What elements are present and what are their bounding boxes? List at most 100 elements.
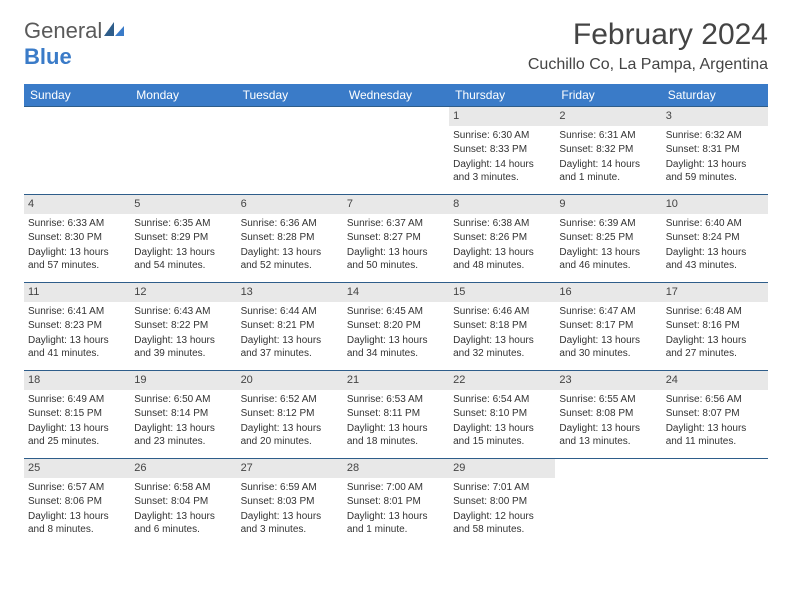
week-row: 25Sunrise: 6:57 AMSunset: 8:06 PMDayligh… <box>24 458 768 546</box>
daylight-line: Daylight: 13 hours and 18 minutes. <box>347 422 445 449</box>
day-header-cell: Sunday <box>24 84 130 106</box>
sunrise-line: Sunrise: 6:43 AM <box>134 305 232 319</box>
day-cell: 7Sunrise: 6:37 AMSunset: 8:27 PMDaylight… <box>343 195 449 282</box>
daylight-line: Daylight: 13 hours and 25 minutes. <box>28 422 126 449</box>
sunrise-line: Sunrise: 6:54 AM <box>453 393 551 407</box>
day-number: 6 <box>237 195 343 214</box>
day-header-cell: Friday <box>555 84 661 106</box>
daylight-line: Daylight: 13 hours and 30 minutes. <box>559 334 657 361</box>
sunrise-line: Sunrise: 7:01 AM <box>453 481 551 495</box>
sunset-line: Sunset: 8:00 PM <box>453 495 551 509</box>
day-number: 20 <box>237 371 343 390</box>
day-cell: . <box>24 107 130 194</box>
sunrise-line: Sunrise: 6:33 AM <box>28 217 126 231</box>
day-number: 22 <box>449 371 555 390</box>
day-cell: 22Sunrise: 6:54 AMSunset: 8:10 PMDayligh… <box>449 371 555 458</box>
sunset-line: Sunset: 8:27 PM <box>347 231 445 245</box>
daylight-line: Daylight: 13 hours and 1 minute. <box>347 510 445 537</box>
day-cell: 2Sunrise: 6:31 AMSunset: 8:32 PMDaylight… <box>555 107 661 194</box>
daylight-line: Daylight: 13 hours and 20 minutes. <box>241 422 339 449</box>
week-row: ....1Sunrise: 6:30 AMSunset: 8:33 PMDayl… <box>24 106 768 194</box>
sunset-line: Sunset: 8:16 PM <box>666 319 764 333</box>
day-number: 25 <box>24 459 130 478</box>
sunset-line: Sunset: 8:25 PM <box>559 231 657 245</box>
week-row: 18Sunrise: 6:49 AMSunset: 8:15 PMDayligh… <box>24 370 768 458</box>
day-number: 9 <box>555 195 661 214</box>
day-cell: 21Sunrise: 6:53 AMSunset: 8:11 PMDayligh… <box>343 371 449 458</box>
sunset-line: Sunset: 8:10 PM <box>453 407 551 421</box>
day-cell: 9Sunrise: 6:39 AMSunset: 8:25 PMDaylight… <box>555 195 661 282</box>
day-header-cell: Monday <box>130 84 236 106</box>
daylight-line: Daylight: 13 hours and 46 minutes. <box>559 246 657 273</box>
sunset-line: Sunset: 8:26 PM <box>453 231 551 245</box>
day-number: 8 <box>449 195 555 214</box>
day-cell: . <box>343 107 449 194</box>
daylight-line: Daylight: 13 hours and 43 minutes. <box>666 246 764 273</box>
header: GeneralBlue February 2024 Cuchillo Co, L… <box>24 18 768 74</box>
day-number: 17 <box>662 283 768 302</box>
sunset-line: Sunset: 8:31 PM <box>666 143 764 157</box>
day-cell: 26Sunrise: 6:58 AMSunset: 8:04 PMDayligh… <box>130 459 236 546</box>
sunrise-line: Sunrise: 7:00 AM <box>347 481 445 495</box>
sunset-line: Sunset: 8:14 PM <box>134 407 232 421</box>
day-cell: 12Sunrise: 6:43 AMSunset: 8:22 PMDayligh… <box>130 283 236 370</box>
daylight-line: Daylight: 13 hours and 34 minutes. <box>347 334 445 361</box>
sunset-line: Sunset: 8:29 PM <box>134 231 232 245</box>
daylight-line: Daylight: 12 hours and 58 minutes. <box>453 510 551 537</box>
day-cell: . <box>662 459 768 546</box>
sunrise-line: Sunrise: 6:40 AM <box>666 217 764 231</box>
sunrise-line: Sunrise: 6:38 AM <box>453 217 551 231</box>
daylight-line: Daylight: 13 hours and 11 minutes. <box>666 422 764 449</box>
daylight-line: Daylight: 13 hours and 59 minutes. <box>666 158 764 185</box>
day-number: 2 <box>555 107 661 126</box>
daylight-line: Daylight: 13 hours and 37 minutes. <box>241 334 339 361</box>
day-number: 21 <box>343 371 449 390</box>
sunset-line: Sunset: 8:01 PM <box>347 495 445 509</box>
sunset-line: Sunset: 8:03 PM <box>241 495 339 509</box>
sunrise-line: Sunrise: 6:30 AM <box>453 129 551 143</box>
sunrise-line: Sunrise: 6:45 AM <box>347 305 445 319</box>
day-header-cell: Thursday <box>449 84 555 106</box>
daylight-line: Daylight: 13 hours and 13 minutes. <box>559 422 657 449</box>
day-number: 10 <box>662 195 768 214</box>
daylight-line: Daylight: 14 hours and 3 minutes. <box>453 158 551 185</box>
day-number: 16 <box>555 283 661 302</box>
sunset-line: Sunset: 8:18 PM <box>453 319 551 333</box>
day-cell: 29Sunrise: 7:01 AMSunset: 8:00 PMDayligh… <box>449 459 555 546</box>
sunset-line: Sunset: 8:12 PM <box>241 407 339 421</box>
day-number: 28 <box>343 459 449 478</box>
day-number: 5 <box>130 195 236 214</box>
daylight-line: Daylight: 13 hours and 41 minutes. <box>28 334 126 361</box>
day-cell: 10Sunrise: 6:40 AMSunset: 8:24 PMDayligh… <box>662 195 768 282</box>
sunset-line: Sunset: 8:04 PM <box>134 495 232 509</box>
day-cell: 18Sunrise: 6:49 AMSunset: 8:15 PMDayligh… <box>24 371 130 458</box>
sunset-line: Sunset: 8:07 PM <box>666 407 764 421</box>
day-cell: 13Sunrise: 6:44 AMSunset: 8:21 PMDayligh… <box>237 283 343 370</box>
sunset-line: Sunset: 8:08 PM <box>559 407 657 421</box>
day-header-cell: Saturday <box>662 84 768 106</box>
sunrise-line: Sunrise: 6:37 AM <box>347 217 445 231</box>
day-cell: . <box>237 107 343 194</box>
daylight-line: Daylight: 13 hours and 23 minutes. <box>134 422 232 449</box>
sunrise-line: Sunrise: 6:50 AM <box>134 393 232 407</box>
day-number: 3 <box>662 107 768 126</box>
sunset-line: Sunset: 8:17 PM <box>559 319 657 333</box>
daylight-line: Daylight: 13 hours and 32 minutes. <box>453 334 551 361</box>
sunrise-line: Sunrise: 6:58 AM <box>134 481 232 495</box>
day-number: 26 <box>130 459 236 478</box>
sunrise-line: Sunrise: 6:46 AM <box>453 305 551 319</box>
day-cell: 27Sunrise: 6:59 AMSunset: 8:03 PMDayligh… <box>237 459 343 546</box>
day-number: 11 <box>24 283 130 302</box>
day-number: 7 <box>343 195 449 214</box>
day-number: 1 <box>449 107 555 126</box>
daylight-line: Daylight: 13 hours and 8 minutes. <box>28 510 126 537</box>
day-number: 13 <box>237 283 343 302</box>
sunrise-line: Sunrise: 6:53 AM <box>347 393 445 407</box>
day-number: 12 <box>130 283 236 302</box>
sunrise-line: Sunrise: 6:31 AM <box>559 129 657 143</box>
day-number: 19 <box>130 371 236 390</box>
sunset-line: Sunset: 8:22 PM <box>134 319 232 333</box>
sunset-line: Sunset: 8:32 PM <box>559 143 657 157</box>
daylight-line: Daylight: 13 hours and 54 minutes. <box>134 246 232 273</box>
day-cell: 6Sunrise: 6:36 AMSunset: 8:28 PMDaylight… <box>237 195 343 282</box>
